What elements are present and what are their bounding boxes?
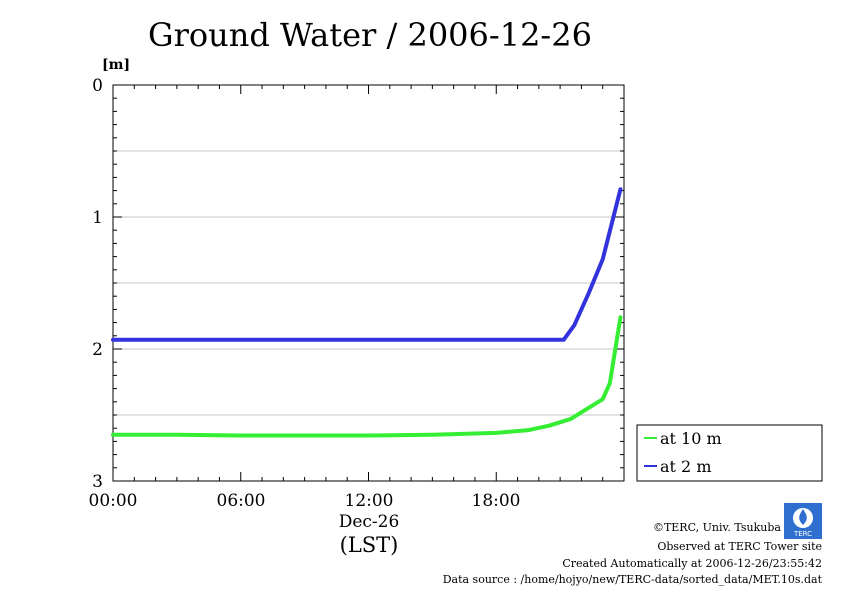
series-line-1 xyxy=(111,187,623,342)
terc-logo: TERC xyxy=(784,503,822,539)
x-tick-label: 18:00 xyxy=(472,491,521,511)
credit-created: Created Automatically at 2006-12-26/23:5… xyxy=(562,557,822,570)
tick-marks xyxy=(112,84,625,482)
legend-box xyxy=(636,424,823,482)
series-line-0 xyxy=(111,315,623,438)
y-tick-label: 0 xyxy=(92,76,103,96)
legend-label-10m: at 10 m xyxy=(660,429,722,448)
x-axis-label: (LST) xyxy=(340,533,399,557)
x-tick-label: 06:00 xyxy=(217,491,266,511)
svg-text:TERC: TERC xyxy=(793,530,812,538)
x-tick-label: 00:00 xyxy=(89,491,138,511)
y-tick-label: 1 xyxy=(92,208,103,228)
x-tick-label: 12:00 xyxy=(345,491,394,511)
credit-copyright: ©TERC, Univ. Tsukuba xyxy=(653,521,781,534)
y-tick-labels: 0 1 2 3 xyxy=(92,76,103,492)
y-tick-label: 2 xyxy=(92,340,103,360)
x-date-label: Dec-26 xyxy=(339,512,400,532)
gridlines xyxy=(113,150,624,416)
legend-label-2m: at 2 m xyxy=(660,457,712,476)
legend: at 10 m at 2 m xyxy=(636,424,823,482)
y-tick-label: 3 xyxy=(92,472,103,492)
credit-observed: Observed at TERC Tower site xyxy=(657,540,822,553)
chart-title: Ground Water / 2006-12-26 xyxy=(148,16,592,54)
credit-source: Data source : /home/hojyo/new/TERC-data/… xyxy=(443,573,823,586)
x-tick-labels: 00:00 06:00 12:00 18:00 xyxy=(89,491,521,511)
series-layer xyxy=(111,187,623,438)
credits: ©TERC, Univ. Tsukuba Observed at TERC To… xyxy=(443,521,823,586)
y-axis-unit-label: [m] xyxy=(102,57,130,73)
